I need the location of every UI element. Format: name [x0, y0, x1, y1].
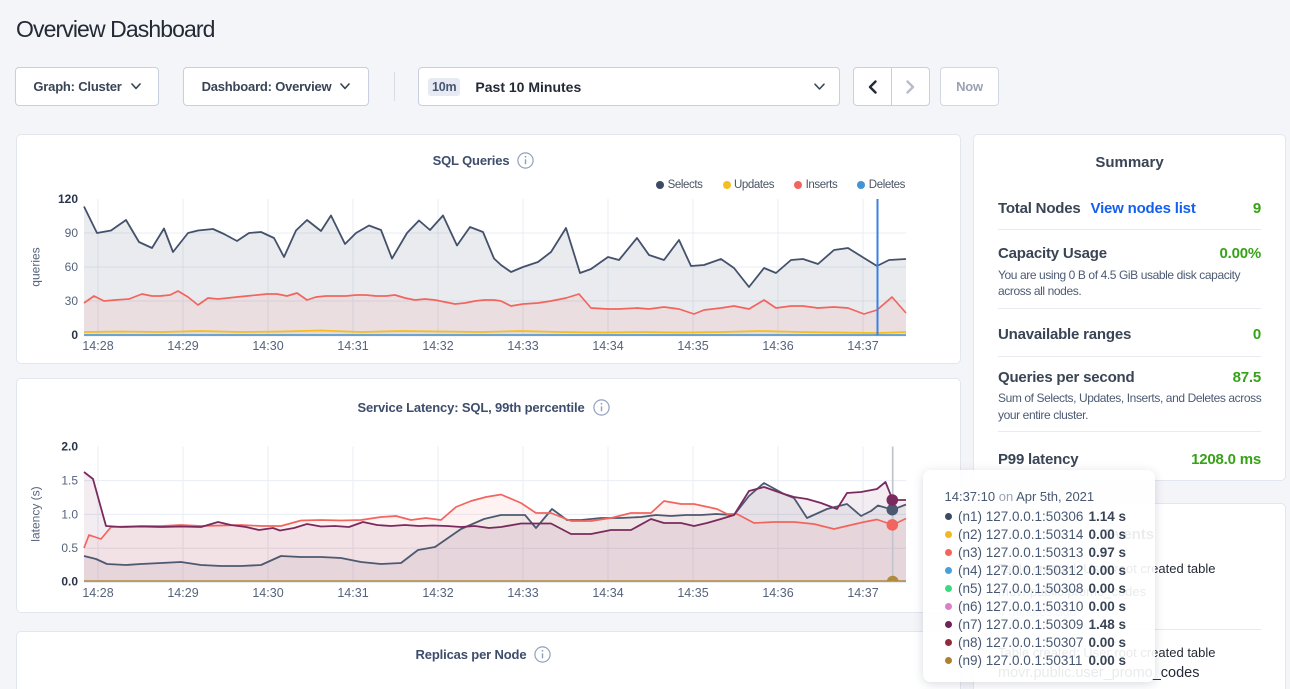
svg-text:14:36: 14:36	[762, 586, 793, 600]
svg-text:0.0: 0.0	[61, 575, 78, 589]
svg-text:0.5: 0.5	[61, 541, 78, 555]
svg-text:60: 60	[65, 260, 79, 274]
svg-text:14:33: 14:33	[507, 339, 538, 353]
svg-text:14:28: 14:28	[82, 586, 113, 600]
svg-text:2.0: 2.0	[61, 440, 78, 454]
svg-text:14:37: 14:37	[847, 339, 878, 353]
svg-text:120: 120	[58, 192, 78, 206]
svg-text:14:31: 14:31	[337, 339, 368, 353]
svg-text:14:35: 14:35	[677, 339, 708, 353]
svg-text:14:34: 14:34	[592, 339, 623, 353]
svg-text:14:31: 14:31	[337, 586, 368, 600]
svg-text:14:37: 14:37	[847, 586, 878, 600]
svg-text:14:36: 14:36	[762, 339, 793, 353]
svg-text:14:29: 14:29	[167, 586, 198, 600]
svg-text:14:32: 14:32	[422, 339, 453, 353]
svg-text:14:35: 14:35	[677, 586, 708, 600]
svg-text:queries: queries	[29, 247, 43, 286]
svg-text:14:30: 14:30	[252, 586, 283, 600]
svg-text:14:29: 14:29	[167, 339, 198, 353]
svg-text:0: 0	[71, 328, 78, 342]
svg-text:14:30: 14:30	[252, 339, 283, 353]
svg-text:14:28: 14:28	[82, 339, 113, 353]
svg-text:30: 30	[65, 294, 79, 308]
svg-text:1.5: 1.5	[61, 474, 78, 488]
svg-text:latency (s): latency (s)	[29, 486, 43, 541]
svg-text:14:33: 14:33	[507, 586, 538, 600]
svg-text:14:32: 14:32	[422, 586, 453, 600]
svg-text:14:34: 14:34	[592, 586, 623, 600]
svg-text:1.0: 1.0	[61, 507, 78, 521]
svg-text:90: 90	[65, 226, 79, 240]
